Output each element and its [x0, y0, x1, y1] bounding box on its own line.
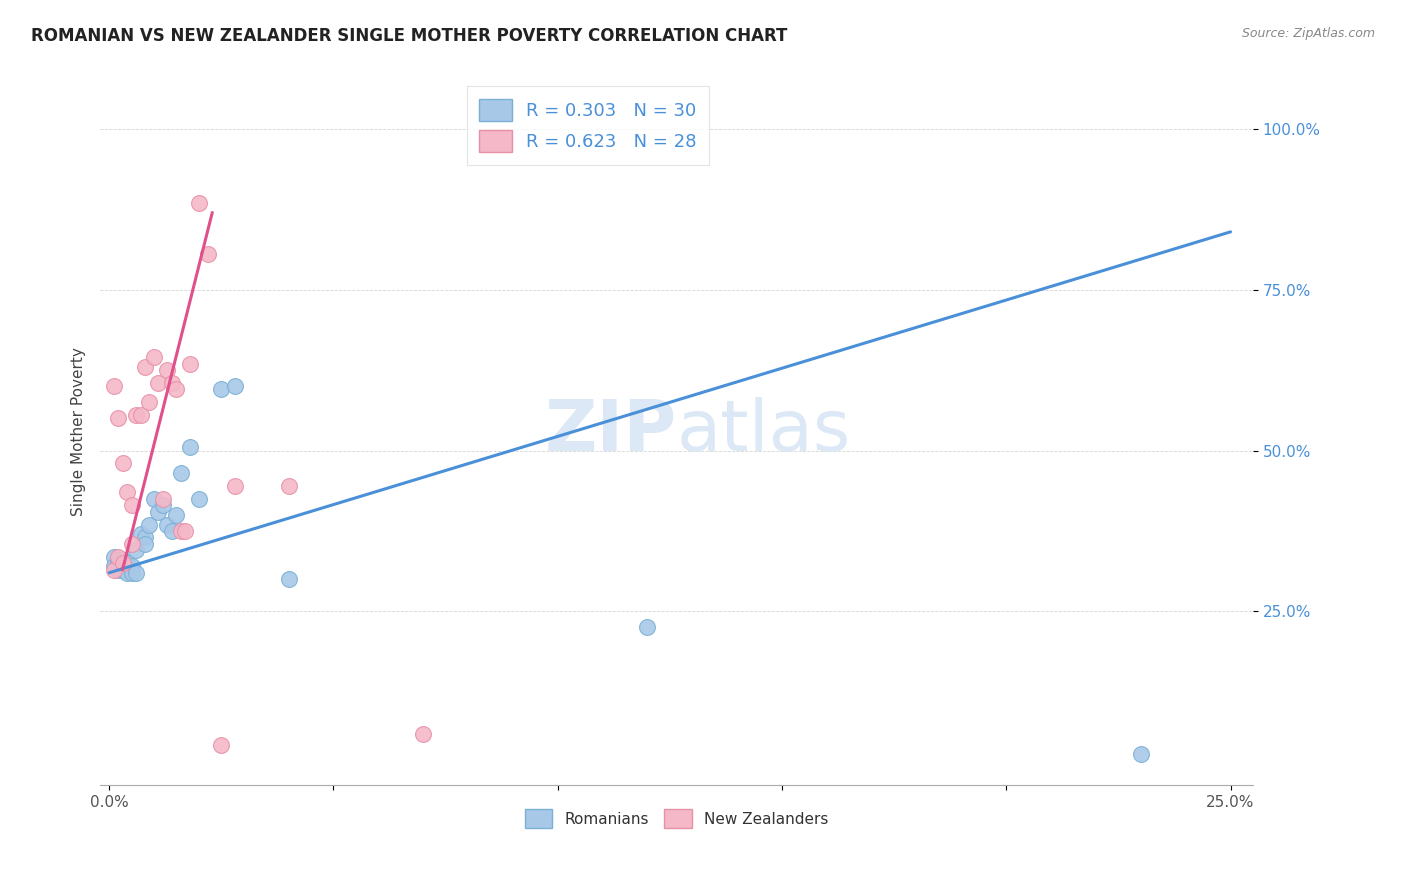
Point [121, 498, 143, 512]
Point [107, 549, 129, 564]
Point [412, 726, 434, 740]
Point [165, 508, 187, 522]
Point [115, 556, 138, 570]
Point [170, 524, 193, 538]
Point [111, 553, 134, 567]
Point [224, 479, 246, 493]
Point [121, 559, 143, 574]
Point [103, 559, 125, 574]
Point [1129, 747, 1152, 762]
Point [160, 376, 183, 390]
Point [121, 566, 143, 580]
Point [197, 247, 219, 261]
Point [209, 738, 232, 752]
Point [148, 376, 170, 390]
Point [107, 563, 129, 577]
Point [125, 543, 148, 558]
Point [103, 549, 125, 564]
Point [103, 379, 125, 393]
Point [125, 566, 148, 580]
Point [143, 351, 166, 365]
Point [179, 441, 201, 455]
Point [187, 195, 209, 210]
Point [148, 505, 170, 519]
Point [174, 524, 197, 538]
Point [107, 553, 129, 567]
Legend: Romanians, New Zealanders: Romanians, New Zealanders [519, 803, 835, 834]
Text: atlas: atlas [676, 397, 851, 466]
Point [111, 457, 134, 471]
Point [107, 411, 129, 425]
Point [103, 563, 125, 577]
Point [277, 479, 299, 493]
Point [277, 572, 299, 586]
Y-axis label: Single Mother Poverty: Single Mother Poverty [72, 347, 86, 516]
Point [156, 517, 179, 532]
Point [187, 491, 209, 506]
Point [179, 357, 201, 371]
Point [134, 359, 156, 374]
Point [134, 530, 156, 544]
Point [160, 524, 183, 538]
Point [156, 363, 179, 377]
Point [152, 491, 174, 506]
Point [115, 485, 138, 500]
Point [129, 408, 152, 422]
Point [143, 491, 166, 506]
Point [636, 620, 658, 634]
Point [115, 566, 138, 580]
Point [125, 408, 148, 422]
Text: ZIP: ZIP [544, 397, 676, 466]
Point [152, 498, 174, 512]
Point [129, 527, 152, 541]
Point [121, 537, 143, 551]
Point [209, 383, 232, 397]
Text: ROMANIAN VS NEW ZEALANDER SINGLE MOTHER POVERTY CORRELATION CHART: ROMANIAN VS NEW ZEALANDER SINGLE MOTHER … [31, 27, 787, 45]
Point [138, 517, 160, 532]
Point [170, 466, 193, 480]
Point [111, 556, 134, 570]
Point [165, 383, 187, 397]
Point [111, 563, 134, 577]
Point [138, 395, 160, 409]
Point [224, 379, 246, 393]
Point [134, 537, 156, 551]
Text: Source: ZipAtlas.com: Source: ZipAtlas.com [1241, 27, 1375, 40]
